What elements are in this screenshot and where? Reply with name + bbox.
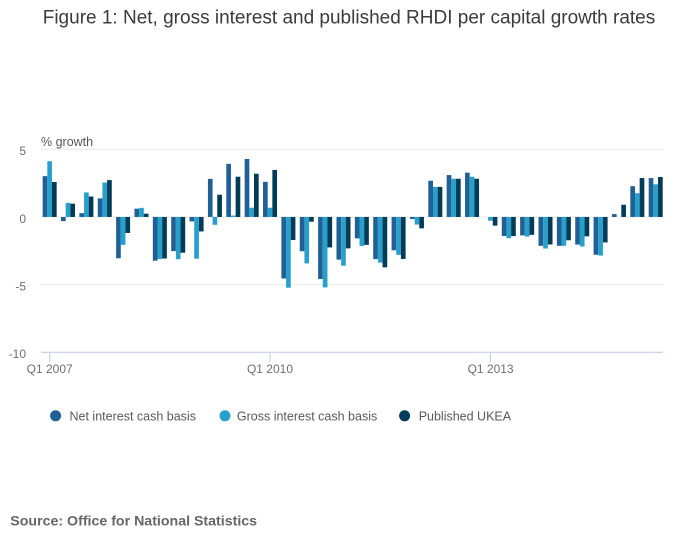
svg-text:Q1 2013: Q1 2013 xyxy=(468,362,514,376)
svg-text:Gross interest cash basis: Gross interest cash basis xyxy=(237,409,377,423)
svg-text:-5: -5 xyxy=(15,280,26,294)
svg-text:0: 0 xyxy=(19,212,26,226)
svg-text:Net interest cash basis: Net interest cash basis xyxy=(70,409,196,423)
svg-text:Q1 2010: Q1 2010 xyxy=(247,362,293,376)
svg-text:5: 5 xyxy=(19,144,26,158)
svg-text:% growth: % growth xyxy=(41,135,93,149)
svg-text:Published UKEA: Published UKEA xyxy=(419,409,512,423)
svg-text:Source: Office for National St: Source: Office for National Statistics xyxy=(10,514,257,530)
svg-text:-10: -10 xyxy=(9,347,27,361)
svg-text:Figure 1: Net, gross interest: Figure 1: Net, gross interest and publis… xyxy=(43,8,656,29)
svg-text:Q1 2007: Q1 2007 xyxy=(27,362,73,376)
